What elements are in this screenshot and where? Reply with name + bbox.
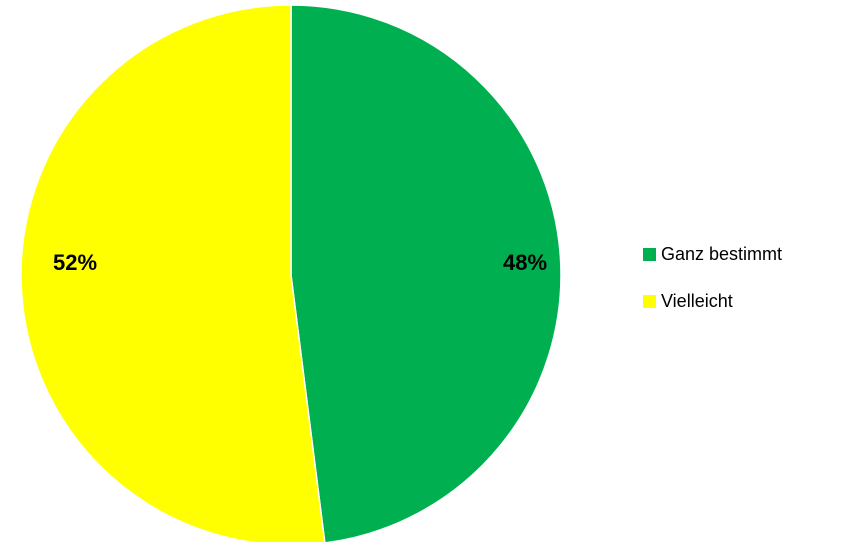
- data-label-ganz-bestimmt: 48%: [503, 250, 547, 275]
- pie-slices: [20, 4, 562, 542]
- legend-swatch-vielleicht: [643, 294, 656, 308]
- legend-label-vielleicht: Vielleicht: [661, 291, 733, 311]
- chart-legend: Ganz bestimmt Vielleicht: [643, 239, 782, 316]
- legend-label-ganz-bestimmt: Ganz bestimmt: [661, 244, 783, 264]
- pie-slice-ganz-bestimmt: [290, 4, 562, 542]
- pie-slice-vielleicht: [20, 4, 326, 542]
- legend-item-vielleicht: Vielleicht: [643, 286, 782, 316]
- legend-item-ganz-bestimmt: Ganz bestimmt: [643, 239, 782, 269]
- data-label-vielleicht: 52%: [53, 250, 97, 275]
- pie-data-labels: 48% 52%: [53, 250, 547, 275]
- legend-swatch-ganz-bestimmt: [643, 247, 656, 261]
